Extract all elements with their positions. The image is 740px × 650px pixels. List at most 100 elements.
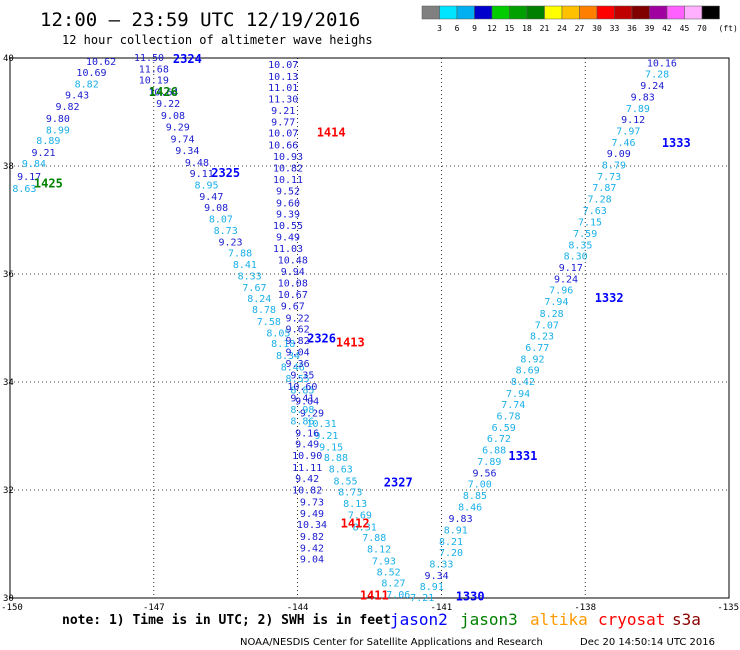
wave-height-value: 8.23 (530, 332, 554, 343)
wave-height-value: 9.73 (300, 497, 324, 508)
wave-height-value: 8.63 (329, 464, 353, 475)
wave-height-value: 10.90 (292, 451, 322, 462)
scale-swatch (684, 5, 703, 20)
scale-swatch (561, 5, 580, 20)
wave-height-value: 9.21 (32, 148, 56, 159)
scale-swatch (421, 5, 440, 20)
wave-height-value: 9.04 (300, 555, 324, 566)
wave-height-value: 8.73 (338, 488, 362, 499)
wave-height-value: 10.11 (273, 175, 303, 186)
wave-height-value: 11.11 (292, 463, 322, 474)
wave-height-value: 7.89 (626, 104, 650, 115)
wave-height-value: 11.01 (268, 83, 298, 94)
wave-height-value: 8.33 (238, 272, 262, 283)
wave-height-value: 10.60 (287, 382, 317, 393)
wave-height-value: 9.29 (166, 123, 190, 134)
wave-height-value: 9.60 (276, 198, 300, 209)
pass-label: 2327 (384, 475, 413, 489)
pass-labels: 2324 1426 1425 2325 1414 2326 1413 2327 1412 1411… (34, 52, 691, 603)
wave-height-value: 7.63 (583, 206, 607, 217)
sat-legend-s3a: s3a (672, 610, 701, 629)
wave-height-value: 9.09 (607, 149, 631, 160)
wave-height-value: 8.46 (458, 502, 482, 513)
wave-height-value: 9.77 (271, 117, 295, 128)
wave-height-value: 9.62 (286, 325, 310, 336)
wave-height-value: 10.66 (268, 140, 298, 151)
wave-height-value: 10.07 (268, 60, 298, 71)
scale-label: 42 (662, 24, 672, 33)
wave-height-value: 10.34 (297, 520, 327, 531)
lat-tick-label: 32 (3, 486, 14, 496)
wave-height-value: 8.92 (520, 354, 544, 365)
wave-height-value: 10.69 (76, 68, 106, 79)
wave-height-value: 10.16 (647, 58, 677, 69)
scale-label: 21 (540, 24, 550, 33)
wave-height-value: 7.88 (362, 533, 386, 544)
lon-tick-label: -147 (143, 603, 165, 613)
wave-height-value: 9.84 (22, 159, 46, 170)
wave-height-value: 8.55 (286, 374, 310, 385)
wave-height-value: 7.15 (578, 218, 602, 229)
wave-height-value: 9.74 (171, 135, 195, 146)
wave-height-value: 7.67 (242, 283, 266, 294)
sat-legend-altika: altika (530, 610, 588, 629)
wave-height-value: 10.64 (148, 88, 178, 99)
wave-height-value: 10.82 (292, 486, 322, 497)
pass-label: 2324 (173, 52, 202, 66)
pass-label: 1333 (662, 136, 691, 150)
scale-label: 36 (627, 24, 637, 33)
wave-height-value: 9.16 (295, 428, 319, 439)
wave-height-value: 8.13 (343, 499, 367, 510)
wave-height-value: 8.33 (429, 560, 453, 571)
pass-label: 1425 (34, 176, 63, 190)
wave-height-value: 9.82 (286, 336, 310, 347)
track-1330: 7.218.919.348.337.208.218.919.838.468.85… (410, 58, 677, 604)
scale-swatch (649, 5, 668, 20)
lat-tick-label: 36 (3, 270, 14, 280)
wave-height-value: 7.07 (535, 320, 559, 331)
wave-height-value: 9.17 (559, 263, 583, 274)
wave-height-value: 9.23 (218, 238, 242, 249)
page-subtitle: 12 hour collection of altimeter wave hei… (62, 33, 373, 47)
wave-height-value: 8.41 (233, 260, 257, 271)
pass-label: 1332 (595, 291, 624, 305)
scale-label: 45 (680, 24, 690, 33)
wave-height-value: 7.58 (257, 317, 281, 328)
wave-height-value: 9.47 (199, 192, 223, 203)
scale-swatch (456, 5, 475, 20)
wave-height-value: 9.36 (286, 359, 310, 370)
wave-height-value: 10.82 (273, 164, 303, 175)
wave-height-value: 8.55 (333, 476, 357, 487)
wave-height-value: 8.35 (568, 240, 592, 251)
wave-height-value: 10.62 (86, 57, 116, 68)
wave-height-value: 9.52 (276, 186, 300, 197)
pass-label: 2325 (211, 166, 240, 180)
wave-height-value: 9.04 (286, 347, 310, 358)
track-2325: 11.5011.6810.1910.649.229.089.299.749.34… (134, 53, 410, 601)
pass-label: 1414 (317, 126, 346, 140)
wave-height-value: 8.85 (463, 491, 487, 502)
lon-tick-label: -144 (287, 603, 309, 613)
wave-height-value: 8.24 (247, 294, 271, 305)
wave-height-value: 9.39 (276, 210, 300, 221)
wave-height-value: 8.27 (381, 578, 405, 589)
scale-label: 9 (472, 24, 477, 33)
lat-tick-label: 40 (3, 54, 14, 64)
wave-height-value: 8.99 (46, 125, 70, 136)
wave-height-value: 8.95 (194, 180, 218, 191)
wave-height-value: 7.94 (544, 297, 568, 308)
scale-label: 6 (455, 24, 460, 33)
wave-height-value: 7.00 (468, 480, 492, 491)
wave-height-value: 9.15 (319, 442, 343, 453)
wave-height-value: 9.49 (295, 440, 319, 451)
wave-height-value: 10.31 (307, 419, 337, 430)
wave-height-value: 7.87 (592, 183, 616, 194)
scale-label: 30 (592, 24, 602, 33)
wave-height-value: 9.29 (300, 408, 324, 419)
wave-height-value: 9.22 (156, 99, 180, 110)
lon-tick-label: -138 (574, 603, 596, 613)
scale-swatch (509, 5, 528, 20)
lon-tick-label: -135 (717, 603, 739, 613)
wave-height-value: 9.43 (65, 90, 89, 101)
